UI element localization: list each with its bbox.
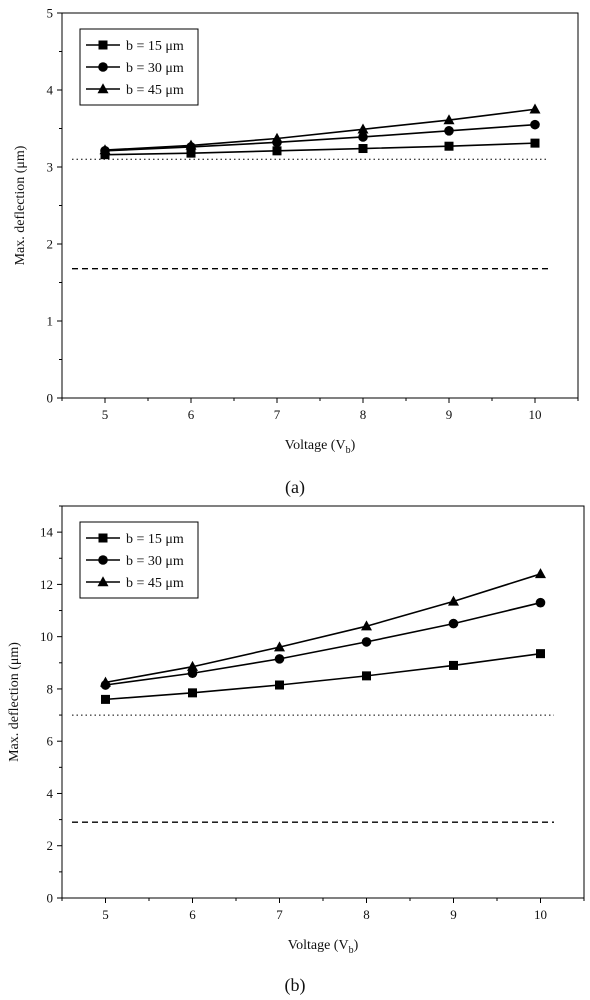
- legend: b = 15 μm b = 30 μm b = 45 μm: [79, 521, 199, 599]
- x-tick-label: 5: [102, 907, 109, 922]
- data-point-circle: [535, 597, 546, 608]
- data-point-square: [530, 138, 540, 148]
- data-point-triangle: [274, 641, 285, 652]
- x-axis-title: Voltage (Vb): [288, 938, 359, 956]
- series-line-3: [105, 573, 541, 684]
- series-line-1: [105, 652, 541, 701]
- data-point-triangle: [271, 132, 283, 143]
- legend-label: b = 30 μm: [126, 554, 184, 569]
- data-point-circle: [448, 618, 459, 629]
- y-tick-label: 14: [40, 525, 54, 540]
- x-axis-title: Voltage (Vb): [285, 438, 356, 456]
- legend-label: b = 15 μm: [126, 39, 184, 54]
- legend-marker-triangle: [97, 83, 109, 94]
- legend-marker-square: [98, 40, 108, 50]
- data-point-triangle: [185, 139, 197, 150]
- panel-caption: (a): [285, 477, 305, 498]
- y-axis-title: Max. deflection (μm): [7, 642, 22, 762]
- legend: b = 15 μm b = 30 μm b = 45 μm: [79, 28, 199, 106]
- series-line-2: [105, 601, 541, 686]
- legend-label: b = 15 μm: [126, 532, 184, 547]
- series-line-3: [104, 108, 536, 151]
- x-tick-label: 8: [360, 407, 367, 422]
- x-tick-label: 8: [363, 907, 370, 922]
- y-tick-label: 5: [47, 6, 54, 21]
- data-point-square: [358, 144, 368, 154]
- y-tick-label: 2: [47, 838, 54, 853]
- x-tick-label: 10: [529, 407, 542, 422]
- y-tick-label: 12: [40, 577, 53, 592]
- data-point-triangle: [99, 144, 111, 155]
- x-tick-label: 10: [534, 907, 547, 922]
- data-point-square: [101, 694, 110, 704]
- x-tick-label: 7: [276, 907, 283, 922]
- y-tick-label: 0: [47, 391, 54, 406]
- data-point-triangle: [448, 595, 459, 606]
- data-point-square: [444, 141, 454, 151]
- data-point-square: [188, 688, 197, 698]
- y-tick-label: 4: [47, 83, 54, 98]
- data-point-square: [362, 671, 371, 681]
- x-tick-label: 7: [274, 407, 281, 422]
- data-point-square: [272, 146, 282, 156]
- legend-label: b = 30 μm: [126, 61, 184, 76]
- panel-caption: (b): [285, 975, 306, 996]
- legend-marker-square: [98, 533, 108, 543]
- y-tick-label: 8: [47, 681, 54, 696]
- x-tick-label: 6: [189, 907, 196, 922]
- x-tick-label: 9: [450, 907, 457, 922]
- data-point-circle: [358, 132, 368, 142]
- data-point-square: [275, 680, 284, 690]
- data-point-triangle: [535, 568, 546, 579]
- x-tick-label: 5: [102, 407, 109, 422]
- data-point-square: [449, 660, 458, 670]
- y-tick-label: 2: [47, 237, 54, 252]
- data-point-square: [536, 649, 545, 659]
- data-point-circle: [530, 119, 540, 130]
- legend-label: b = 45 μm: [126, 83, 184, 98]
- legend-marker-circle: [98, 62, 108, 72]
- data-point-square: [186, 148, 196, 158]
- chart-panel-1: 5 6 7 8 9 10 0 1 2 3 4 5 Voltage (Vb) Max. deflection…: [13, 6, 579, 498]
- data-point-circle: [361, 637, 372, 647]
- legend-label: b = 45 μm: [126, 576, 184, 591]
- series-line-1: [104, 142, 536, 156]
- y-tick-label: 3: [47, 160, 54, 175]
- y-tick-label: 1: [47, 314, 54, 329]
- data-point-triangle: [187, 660, 198, 671]
- chart-panel-2: 5 6 7 8 9 10 0 2 4 6 8 10 12 14 Voltage (Vb) Max. defle…: [7, 505, 585, 996]
- y-tick-label: 4: [47, 786, 54, 801]
- legend-marker-triangle: [97, 576, 109, 587]
- y-axis-title: Max. deflection (μm): [13, 145, 28, 265]
- data-point-triangle: [357, 123, 369, 134]
- data-point-circle: [274, 654, 285, 664]
- x-tick-label: 6: [188, 407, 195, 422]
- data-point-triangle: [100, 676, 111, 687]
- data-point-triangle: [529, 103, 541, 114]
- y-tick-label: 10: [40, 629, 53, 644]
- y-tick-label: 6: [47, 734, 54, 749]
- legend-marker-circle: [98, 555, 108, 565]
- data-point-circle: [444, 126, 454, 136]
- data-point-triangle: [443, 114, 455, 125]
- x-tick-label: 9: [446, 407, 453, 422]
- y-tick-label: 0: [47, 891, 54, 906]
- series-line-2: [104, 123, 536, 152]
- data-point-triangle: [361, 620, 372, 631]
